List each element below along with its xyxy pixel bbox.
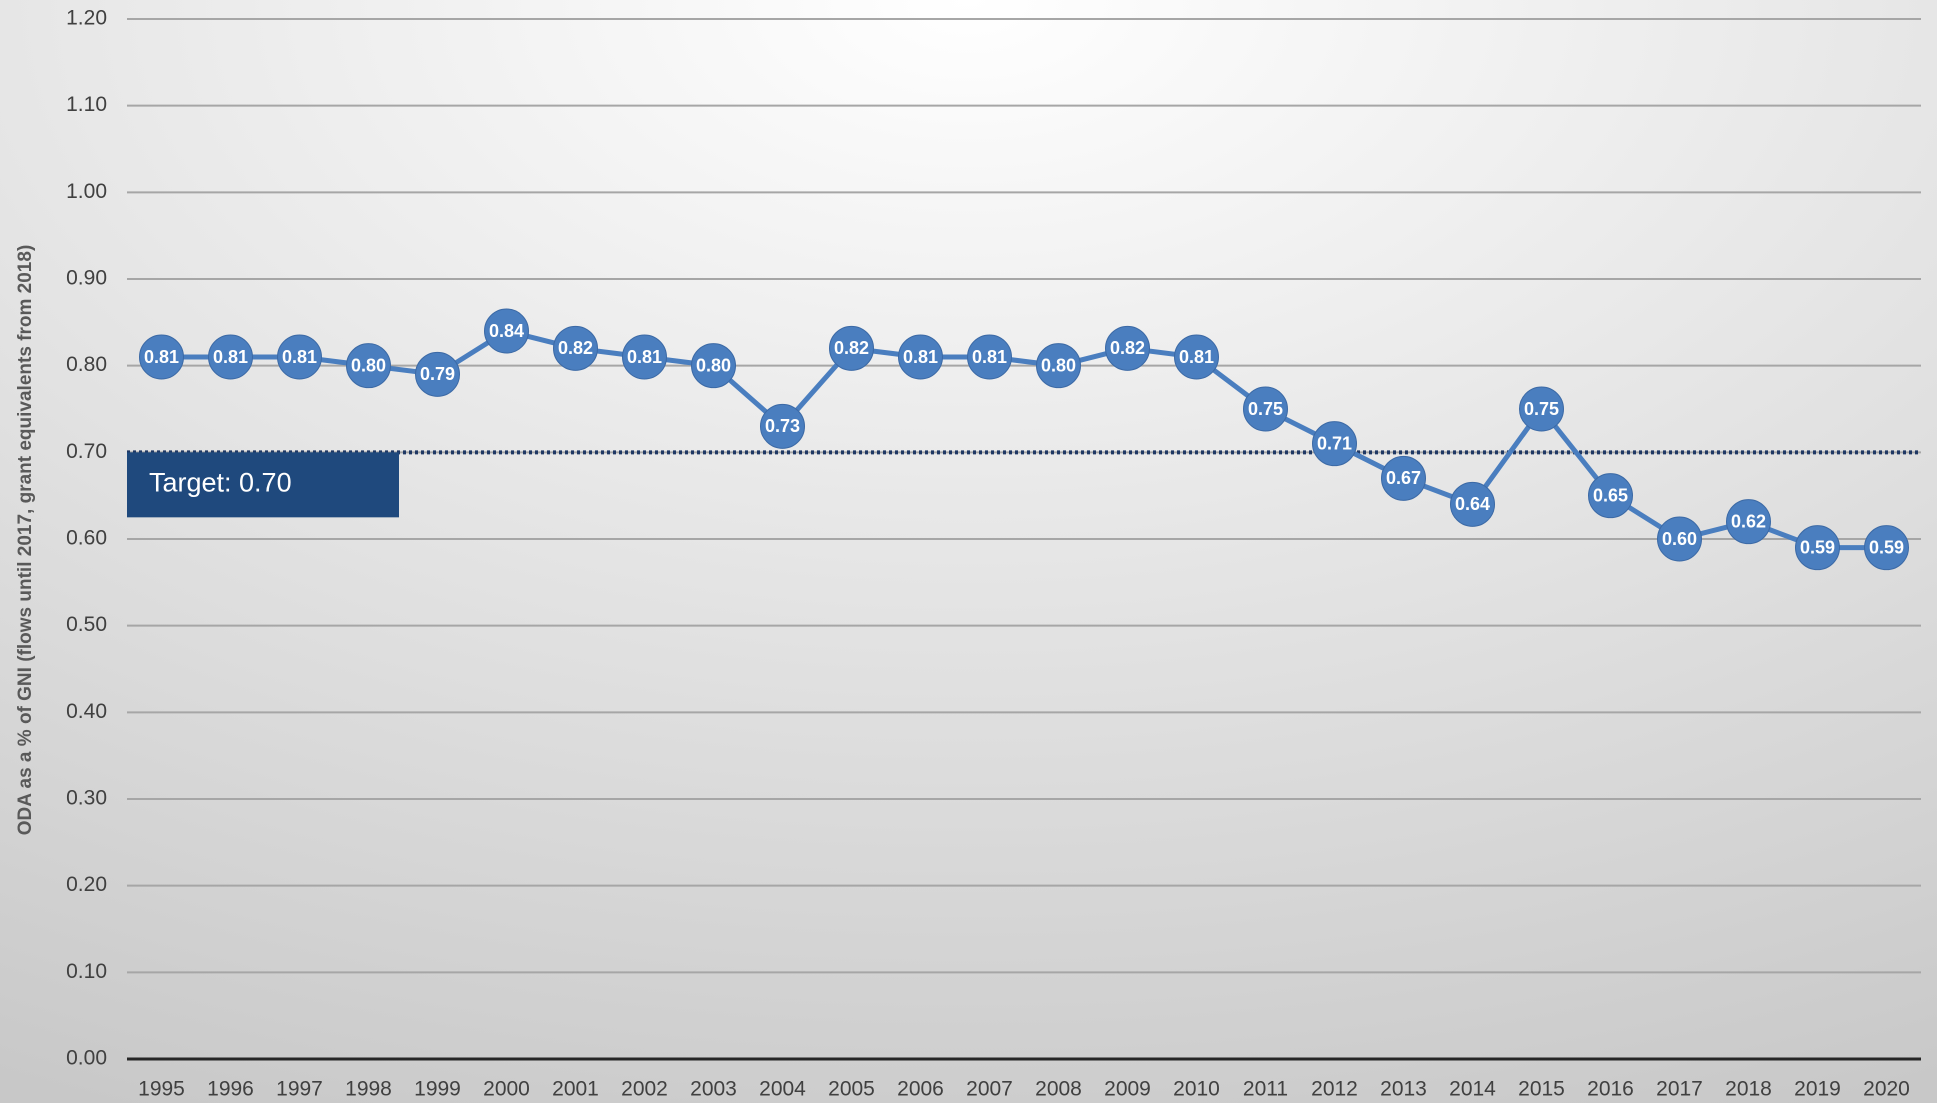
data-label: 0.79 — [420, 364, 455, 384]
data-label: 0.80 — [696, 355, 731, 375]
data-label: 0.81 — [903, 347, 938, 367]
x-tick-label: 2019 — [1794, 1078, 1841, 1101]
marker — [1312, 421, 1357, 467]
x-tick-label: 2010 — [1173, 1078, 1220, 1101]
y-tick-label: 0.60 — [66, 527, 107, 550]
x-tick-label: 1995 — [138, 1078, 185, 1101]
marker — [622, 334, 667, 380]
x-tick-label: 2002 — [621, 1078, 668, 1101]
x-tick-label: 2001 — [552, 1078, 599, 1101]
marker — [1795, 525, 1840, 571]
y-tick-label: 1.10 — [66, 93, 107, 116]
marker — [1864, 525, 1909, 571]
y-tick-label: 0.50 — [66, 613, 107, 636]
marker — [1036, 343, 1081, 389]
y-tick-label: 0.30 — [66, 787, 107, 810]
x-tick-label: 1999 — [414, 1078, 461, 1101]
marker — [1174, 334, 1219, 380]
marker — [139, 334, 184, 380]
x-tick-label: 2018 — [1725, 1078, 1772, 1101]
x-tick-label: 2013 — [1380, 1078, 1427, 1101]
y-tick-label: 0.10 — [66, 960, 107, 983]
y-tick-label: 0.20 — [66, 873, 107, 896]
marker — [967, 334, 1012, 380]
data-label: 0.81 — [972, 347, 1007, 367]
x-tick-label: 2009 — [1104, 1078, 1151, 1101]
data-label: 0.65 — [1593, 485, 1628, 505]
x-tick-label: 2008 — [1035, 1078, 1082, 1101]
target-box — [127, 452, 399, 518]
marker — [1588, 473, 1633, 519]
marker — [898, 334, 943, 380]
data-label: 0.81 — [282, 347, 317, 367]
data-label: 0.84 — [489, 321, 524, 341]
data-label: 0.82 — [1110, 338, 1145, 358]
x-tick-label: 2011 — [1243, 1078, 1288, 1101]
marker — [553, 325, 598, 371]
data-label: 0.80 — [351, 355, 386, 375]
marker — [760, 403, 805, 449]
x-tick-label: 2020 — [1863, 1078, 1910, 1101]
data-label: 0.82 — [558, 338, 593, 358]
y-tick-label: 0.70 — [66, 440, 107, 463]
data-label: 0.75 — [1248, 399, 1283, 419]
marker — [208, 334, 253, 380]
x-tick-label: 2007 — [966, 1078, 1013, 1101]
y-tick-label: 1.00 — [66, 180, 107, 203]
y-axis-title: ODA as a % of GNI (flows until 2017, gra… — [15, 245, 36, 836]
marker — [691, 343, 736, 389]
x-tick-label: 1996 — [207, 1078, 254, 1101]
x-tick-label: 1998 — [345, 1078, 392, 1101]
y-tick-label: 1.20 — [66, 7, 107, 30]
data-label: 0.75 — [1524, 399, 1559, 419]
x-tick-label: 2015 — [1518, 1078, 1565, 1101]
data-label: 0.62 — [1731, 511, 1766, 531]
x-tick-label: 2016 — [1587, 1078, 1634, 1101]
target-label: Target: 0.70 — [149, 467, 292, 497]
marker — [415, 351, 460, 397]
x-tick-label: 2000 — [483, 1078, 530, 1101]
data-label: 0.64 — [1455, 494, 1490, 514]
marker — [1105, 325, 1150, 371]
data-label: 0.81 — [144, 347, 179, 367]
y-tick-label: 0.40 — [66, 700, 107, 723]
marker — [1519, 386, 1564, 432]
marker — [1726, 499, 1771, 545]
data-label: 0.67 — [1386, 468, 1421, 488]
data-label: 0.81 — [1179, 347, 1214, 367]
x-tick-label: 2005 — [828, 1078, 875, 1101]
y-tick-label: 0.80 — [66, 353, 107, 376]
y-tick-label: 0.00 — [66, 1047, 107, 1070]
x-tick-label: 1997 — [276, 1078, 323, 1101]
data-label: 0.59 — [1869, 537, 1904, 557]
marker — [829, 325, 874, 371]
marker — [1657, 516, 1702, 562]
x-tick-label: 2004 — [759, 1078, 806, 1101]
data-label: 0.81 — [213, 347, 248, 367]
x-tick-label: 2017 — [1656, 1078, 1703, 1101]
x-tick-label: 2012 — [1311, 1078, 1358, 1101]
x-tick-label: 2014 — [1449, 1078, 1496, 1101]
data-label: 0.73 — [765, 416, 800, 436]
data-label: 0.81 — [627, 347, 662, 367]
marker — [484, 308, 529, 354]
x-tick-label: 2006 — [897, 1078, 944, 1101]
x-tick-label: 2003 — [690, 1078, 737, 1101]
marker — [277, 334, 322, 380]
marker — [346, 343, 391, 389]
data-label: 0.60 — [1662, 529, 1697, 549]
data-label: 0.80 — [1041, 355, 1076, 375]
data-label: 0.82 — [834, 338, 869, 358]
data-label: 0.59 — [1800, 537, 1835, 557]
marker — [1243, 386, 1288, 432]
marker — [1381, 455, 1426, 501]
data-label: 0.71 — [1317, 433, 1352, 453]
marker — [1450, 481, 1495, 527]
y-tick-label: 0.90 — [66, 267, 107, 290]
